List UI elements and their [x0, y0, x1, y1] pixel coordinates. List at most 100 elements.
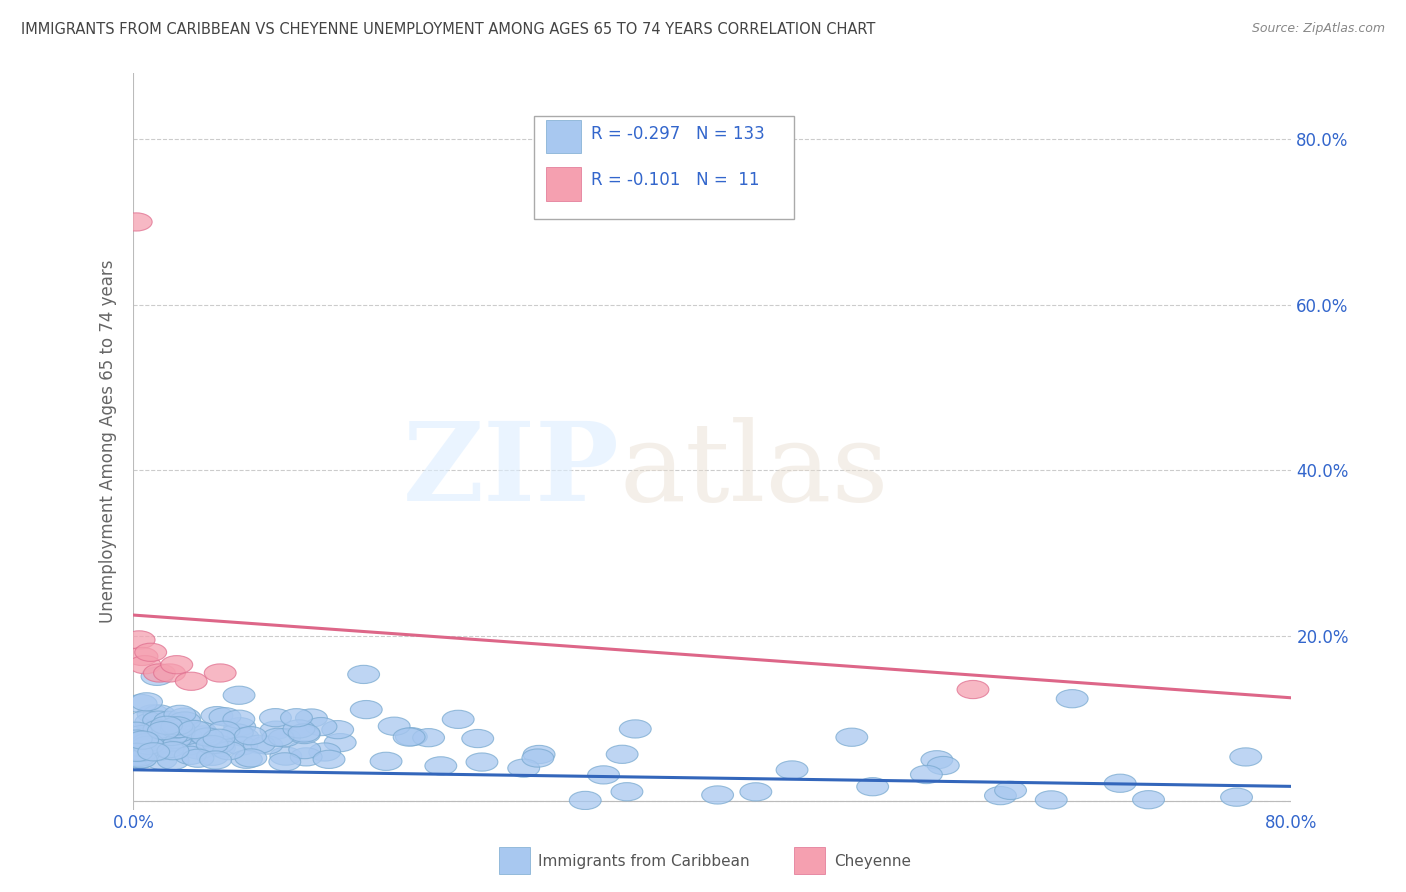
Ellipse shape	[179, 721, 211, 739]
Ellipse shape	[159, 732, 191, 751]
Ellipse shape	[837, 728, 868, 747]
Ellipse shape	[1230, 747, 1261, 766]
Ellipse shape	[250, 736, 283, 754]
Ellipse shape	[127, 731, 159, 749]
Ellipse shape	[202, 735, 235, 754]
Ellipse shape	[127, 648, 157, 665]
Ellipse shape	[156, 727, 187, 746]
Ellipse shape	[184, 722, 217, 740]
Ellipse shape	[122, 748, 155, 766]
Ellipse shape	[124, 750, 156, 769]
Ellipse shape	[208, 721, 240, 739]
Ellipse shape	[145, 751, 177, 770]
Ellipse shape	[260, 708, 291, 727]
Text: Immigrants from Caribbean: Immigrants from Caribbean	[538, 854, 751, 869]
Ellipse shape	[322, 721, 354, 739]
Ellipse shape	[283, 720, 315, 738]
Text: Cheyenne: Cheyenne	[834, 854, 911, 869]
Ellipse shape	[204, 664, 236, 682]
Text: ZIP: ZIP	[404, 417, 620, 524]
Ellipse shape	[1056, 690, 1088, 708]
Ellipse shape	[224, 710, 254, 728]
Ellipse shape	[212, 741, 245, 760]
Ellipse shape	[226, 728, 259, 746]
Ellipse shape	[262, 728, 294, 747]
Ellipse shape	[413, 729, 444, 747]
Ellipse shape	[124, 631, 155, 649]
Ellipse shape	[928, 756, 959, 774]
Ellipse shape	[125, 750, 157, 768]
Ellipse shape	[139, 721, 172, 739]
Ellipse shape	[508, 759, 540, 777]
Ellipse shape	[984, 787, 1017, 805]
Ellipse shape	[461, 730, 494, 747]
Ellipse shape	[121, 730, 152, 748]
Ellipse shape	[226, 737, 257, 755]
Ellipse shape	[270, 747, 302, 765]
Ellipse shape	[165, 706, 195, 723]
Ellipse shape	[191, 728, 224, 746]
Ellipse shape	[394, 728, 425, 747]
Ellipse shape	[138, 743, 170, 761]
Ellipse shape	[569, 791, 602, 810]
Ellipse shape	[181, 749, 214, 767]
Ellipse shape	[197, 736, 228, 754]
Ellipse shape	[202, 729, 235, 747]
Ellipse shape	[157, 751, 190, 770]
Ellipse shape	[243, 735, 276, 754]
Ellipse shape	[260, 721, 292, 739]
Ellipse shape	[856, 778, 889, 796]
Ellipse shape	[176, 673, 207, 690]
Ellipse shape	[290, 747, 322, 766]
Ellipse shape	[150, 716, 183, 734]
Ellipse shape	[1104, 774, 1136, 792]
Ellipse shape	[153, 664, 186, 682]
Ellipse shape	[174, 747, 207, 764]
Ellipse shape	[1035, 791, 1067, 809]
Ellipse shape	[121, 743, 153, 762]
Ellipse shape	[157, 741, 188, 760]
Ellipse shape	[157, 726, 190, 744]
Ellipse shape	[347, 665, 380, 683]
Ellipse shape	[309, 743, 340, 761]
Ellipse shape	[163, 720, 195, 738]
Ellipse shape	[465, 753, 498, 772]
Ellipse shape	[224, 686, 254, 705]
Ellipse shape	[221, 724, 253, 742]
Ellipse shape	[143, 720, 174, 739]
Ellipse shape	[378, 717, 411, 735]
Ellipse shape	[135, 726, 167, 745]
Ellipse shape	[288, 724, 321, 742]
Ellipse shape	[136, 720, 169, 739]
Ellipse shape	[162, 717, 193, 735]
Ellipse shape	[121, 747, 152, 765]
Ellipse shape	[160, 656, 193, 673]
Ellipse shape	[141, 736, 173, 754]
Ellipse shape	[127, 725, 159, 744]
Ellipse shape	[620, 720, 651, 738]
Ellipse shape	[314, 750, 344, 769]
Y-axis label: Unemployment Among Ages 65 to 74 years: Unemployment Among Ages 65 to 74 years	[100, 260, 117, 623]
Ellipse shape	[1133, 790, 1164, 809]
Ellipse shape	[325, 733, 356, 752]
Text: R = -0.297   N = 133: R = -0.297 N = 133	[591, 125, 765, 143]
Ellipse shape	[132, 736, 165, 755]
Ellipse shape	[231, 750, 263, 768]
Ellipse shape	[281, 708, 312, 727]
Ellipse shape	[148, 722, 180, 739]
Text: atlas: atlas	[620, 417, 890, 524]
Ellipse shape	[155, 711, 186, 730]
Ellipse shape	[136, 705, 169, 723]
Ellipse shape	[235, 727, 266, 745]
Ellipse shape	[523, 746, 555, 764]
Ellipse shape	[224, 718, 256, 736]
Ellipse shape	[121, 723, 152, 740]
Ellipse shape	[121, 738, 153, 756]
Ellipse shape	[288, 725, 321, 744]
Ellipse shape	[169, 712, 201, 730]
Ellipse shape	[121, 213, 152, 231]
Ellipse shape	[201, 706, 233, 724]
Ellipse shape	[350, 700, 382, 719]
Ellipse shape	[305, 717, 337, 736]
Ellipse shape	[132, 733, 163, 751]
